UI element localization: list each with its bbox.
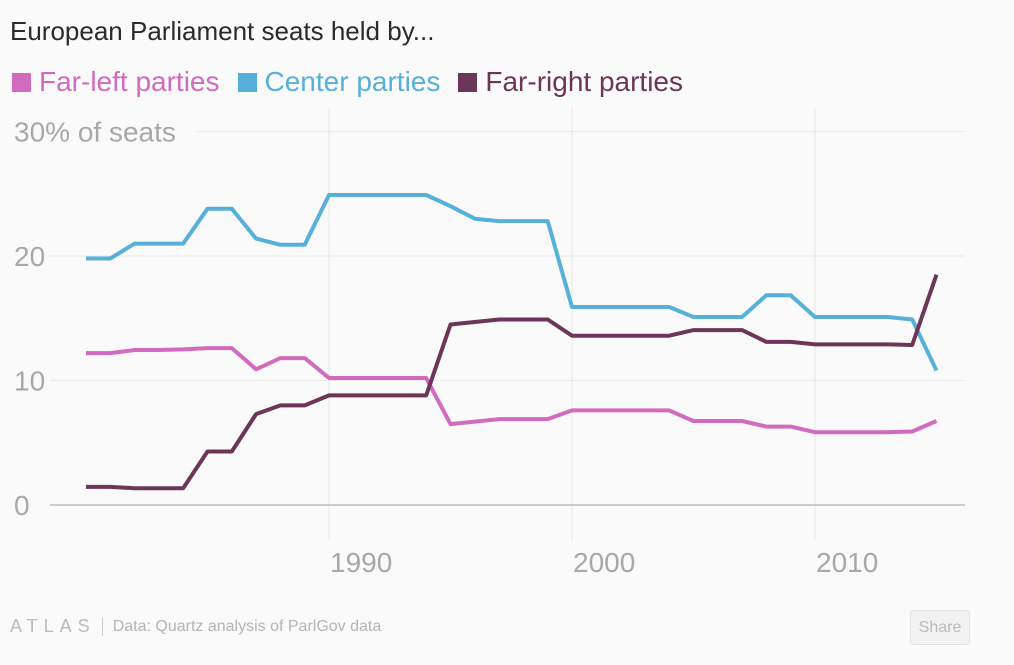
y-tick-label: 20 — [14, 241, 45, 272]
legend-swatch-center — [237, 72, 257, 92]
share-button[interactable]: Share — [910, 610, 970, 645]
atlas-logo[interactable]: ATLAS — [10, 616, 96, 636]
y-tick-label: 0 — [14, 490, 30, 521]
legend-item-center: Center parties — [237, 66, 441, 98]
x-tick-label: 1990 — [330, 547, 392, 578]
legend: Far-left parties Center parties Far-righ… — [12, 66, 683, 98]
series-line-center — [86, 193, 939, 372]
series-line-far-right — [86, 274, 939, 491]
legend-item-far-left: Far-left parties — [12, 66, 220, 98]
line-chart: 1990 2000 2010 0 10 20 30% of seats — [14, 108, 965, 578]
legend-item-far-right: Far-right parties — [458, 66, 683, 98]
legend-label-far-right: Far-right parties — [485, 66, 683, 97]
y-tick-label: 10 — [14, 366, 45, 397]
legend-label-center: Center parties — [264, 66, 441, 97]
legend-swatch-far-left — [12, 72, 31, 92]
x-tick-label: 2010 — [816, 547, 878, 578]
x-tick-label: 2000 — [573, 547, 635, 578]
footer: ATLAS Data: Quartz analysis of ParlGov d… — [10, 616, 381, 637]
divider — [101, 617, 103, 636]
y-tick-label: 30% of seats — [14, 117, 176, 148]
series-line-far-left — [86, 346, 938, 435]
legend-label-far-left: Far-left parties — [39, 66, 220, 97]
source-note: Data: Quartz analysis of ParlGov data — [112, 617, 382, 635]
legend-swatch-far-right — [458, 72, 478, 92]
chart-title: European Parliament seats held by... — [10, 16, 435, 46]
